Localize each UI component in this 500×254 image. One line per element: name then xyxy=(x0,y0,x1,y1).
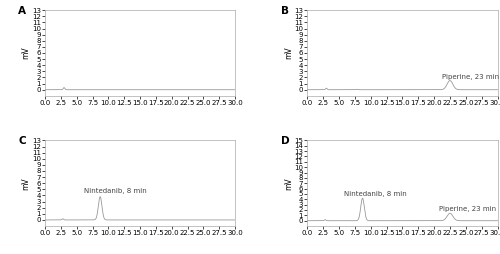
Text: C: C xyxy=(18,136,26,146)
Y-axis label: mV: mV xyxy=(22,47,30,59)
Y-axis label: mV: mV xyxy=(284,47,293,59)
Text: Piperine, 23 min: Piperine, 23 min xyxy=(439,207,496,212)
Y-axis label: mV: mV xyxy=(284,177,293,189)
Text: Piperine, 23 min: Piperine, 23 min xyxy=(442,74,499,80)
Text: Nintedanib, 8 min: Nintedanib, 8 min xyxy=(84,188,147,194)
Text: Nintedanib, 8 min: Nintedanib, 8 min xyxy=(344,190,407,197)
Text: B: B xyxy=(281,6,289,16)
Text: A: A xyxy=(18,6,26,16)
Y-axis label: mV: mV xyxy=(22,177,30,189)
Text: D: D xyxy=(281,136,289,146)
